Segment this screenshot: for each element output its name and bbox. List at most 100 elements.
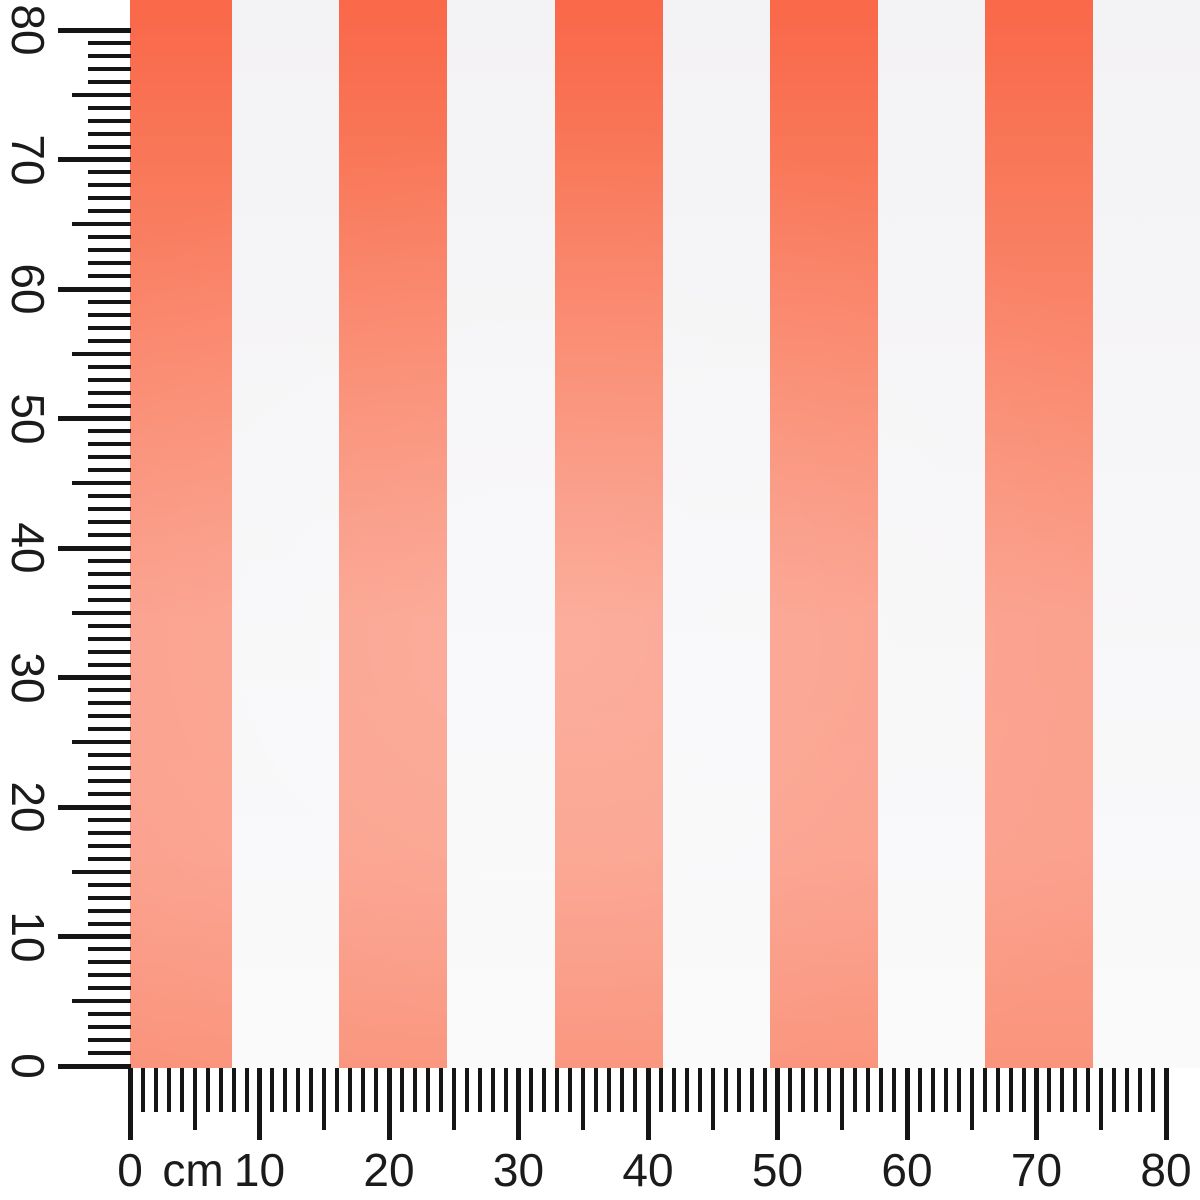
left-ruler-tick bbox=[88, 364, 131, 369]
bottom-ruler-tick bbox=[633, 1068, 638, 1112]
left-ruler-tick bbox=[58, 286, 131, 292]
bottom-ruler-tick bbox=[943, 1068, 948, 1112]
bottom-ruler-tick bbox=[866, 1068, 871, 1112]
bottom-ruler-tick bbox=[399, 1068, 404, 1112]
left-ruler-tick bbox=[88, 817, 131, 822]
left-ruler-tick bbox=[88, 1038, 131, 1043]
bottom-ruler-tick bbox=[361, 1068, 366, 1112]
bottom-ruler-tick bbox=[1047, 1068, 1052, 1112]
bottom-ruler-tick bbox=[140, 1068, 145, 1112]
left-ruler-tick bbox=[72, 351, 131, 356]
bottom-ruler-tick bbox=[166, 1068, 171, 1112]
left-ruler-tick bbox=[88, 131, 131, 136]
bottom-ruler-tick bbox=[749, 1068, 754, 1112]
bottom-ruler-tick bbox=[1060, 1068, 1065, 1112]
bottom-ruler-tick bbox=[1073, 1068, 1078, 1112]
bottom-ruler-tick bbox=[542, 1068, 547, 1112]
bottom-ruler-tick bbox=[244, 1068, 249, 1112]
bottom-ruler-tick bbox=[438, 1068, 443, 1112]
bottom-ruler-tick bbox=[904, 1068, 910, 1140]
fabric-stripe bbox=[339, 0, 448, 1068]
left-ruler-tick bbox=[88, 1051, 131, 1056]
bottom-ruler-tick bbox=[192, 1068, 197, 1130]
bottom-ruler-tick bbox=[516, 1068, 521, 1140]
bottom-ruler-tick bbox=[283, 1068, 288, 1112]
bottom-ruler-tick bbox=[788, 1068, 793, 1112]
bottom-ruler-tick bbox=[296, 1068, 301, 1112]
bottom-ruler-tick bbox=[645, 1068, 651, 1140]
left-ruler-tick bbox=[88, 105, 131, 110]
bottom-ruler-tick bbox=[1112, 1068, 1117, 1112]
left-ruler-tick bbox=[88, 584, 131, 589]
bottom-ruler-tick bbox=[827, 1068, 832, 1112]
bottom-ruler-tick bbox=[412, 1068, 417, 1112]
left-ruler-tick bbox=[88, 636, 131, 641]
bottom-ruler-tick bbox=[335, 1068, 340, 1112]
left-ruler-tick bbox=[58, 27, 131, 33]
left-ruler-tick bbox=[88, 986, 131, 991]
bottom-ruler-tick bbox=[1138, 1068, 1143, 1112]
bottom-ruler-tick bbox=[1125, 1068, 1130, 1112]
left-ruler-tick bbox=[88, 196, 131, 201]
left-ruler-tick bbox=[88, 947, 131, 952]
bottom-ruler-tick bbox=[568, 1068, 573, 1112]
bottom-ruler-tick bbox=[127, 1068, 133, 1140]
left-ruler-tick bbox=[88, 338, 131, 343]
left-ruler-tick bbox=[88, 973, 131, 978]
left-ruler-tick bbox=[88, 66, 131, 71]
bottom-ruler-tick bbox=[555, 1068, 560, 1112]
bottom-ruler-tick bbox=[205, 1068, 210, 1112]
left-ruler-tick bbox=[88, 79, 131, 84]
left-ruler-tick bbox=[88, 856, 131, 861]
left-ruler-tick bbox=[72, 869, 131, 874]
bottom-ruler-label: 70 bbox=[1010, 1144, 1063, 1196]
left-ruler-tick bbox=[88, 921, 131, 926]
bottom-ruler-tick bbox=[322, 1068, 327, 1130]
left-ruler-tick bbox=[88, 377, 131, 382]
bottom-ruler-tick bbox=[1034, 1068, 1039, 1140]
left-ruler-tick bbox=[72, 610, 131, 615]
bottom-ruler-tick bbox=[348, 1068, 353, 1112]
left-ruler-tick bbox=[88, 520, 131, 525]
left-ruler-tick bbox=[88, 843, 131, 848]
bottom-ruler-tick bbox=[1163, 1068, 1169, 1140]
left-ruler-tick bbox=[58, 804, 131, 810]
left-ruler-tick bbox=[88, 53, 131, 58]
fabric-stripe bbox=[985, 0, 1094, 1068]
bottom-ruler-tick bbox=[969, 1068, 974, 1130]
bottom-ruler-tick bbox=[1151, 1068, 1156, 1112]
left-ruler-tick bbox=[72, 481, 131, 486]
bottom-ruler-tick bbox=[464, 1068, 469, 1112]
left-ruler-tick bbox=[88, 792, 131, 797]
bottom-ruler-tick bbox=[1086, 1068, 1091, 1112]
bottom-ruler-tick bbox=[451, 1068, 456, 1130]
left-ruler-tick bbox=[88, 558, 131, 563]
left-ruler-tick bbox=[88, 662, 131, 667]
unit-label-cm: cm bbox=[162, 1144, 224, 1196]
left-ruler-tick bbox=[88, 390, 131, 395]
bottom-ruler-tick bbox=[658, 1068, 663, 1112]
bottom-ruler-tick bbox=[503, 1068, 508, 1112]
bottom-ruler-tick bbox=[710, 1068, 715, 1130]
left-ruler-tick bbox=[88, 1012, 131, 1017]
bottom-ruler-tick bbox=[879, 1068, 884, 1112]
left-ruler-tick bbox=[88, 701, 131, 706]
bottom-ruler-tick bbox=[1099, 1068, 1104, 1130]
bottom-ruler-label: 0 bbox=[117, 1144, 143, 1196]
bottom-ruler-tick bbox=[1021, 1068, 1026, 1112]
left-ruler-tick bbox=[88, 779, 131, 784]
bottom-ruler-tick bbox=[218, 1068, 223, 1112]
left-ruler-tick bbox=[88, 209, 131, 214]
left-ruler-tick bbox=[58, 157, 131, 162]
bottom-ruler-tick bbox=[270, 1068, 275, 1112]
bottom-ruler-tick bbox=[814, 1068, 819, 1112]
bottom-ruler-tick bbox=[477, 1068, 482, 1112]
bottom-ruler-tick bbox=[762, 1068, 767, 1112]
bottom-ruler-label: 50 bbox=[751, 1144, 804, 1196]
bottom-ruler-tick bbox=[840, 1068, 845, 1130]
left-ruler-tick bbox=[88, 455, 131, 460]
left-ruler-tick bbox=[88, 908, 131, 913]
left-ruler-tick bbox=[88, 830, 131, 835]
left-ruler-tick bbox=[72, 740, 131, 745]
left-ruler-tick bbox=[88, 494, 131, 499]
